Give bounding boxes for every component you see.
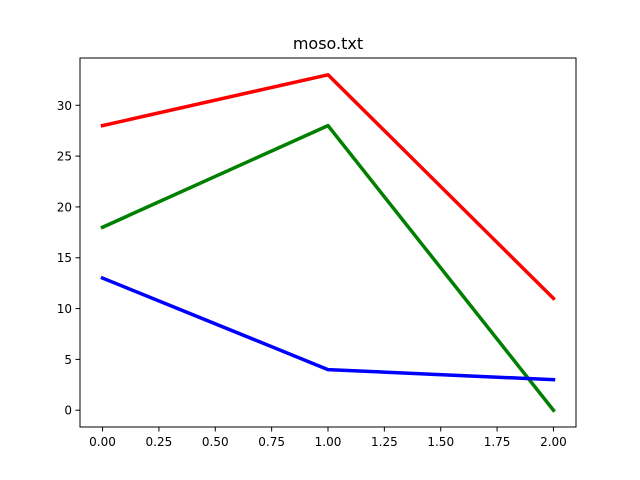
y-tick-label: 0 — [64, 404, 72, 418]
x-tick-label: 1.25 — [371, 435, 398, 449]
y-tick-label: 20 — [57, 200, 72, 214]
y-tick-label: 5 — [64, 353, 72, 367]
x-tick-label: 0.25 — [146, 435, 173, 449]
y-tick-label: 15 — [57, 251, 72, 265]
x-tick-label: 0.00 — [89, 435, 116, 449]
x-tick-label: 2.00 — [540, 435, 567, 449]
series-line-2 — [100, 123, 556, 413]
chart-title: moso.txt — [293, 34, 363, 53]
axes: 0.00 0.25 0.50 0.75 1.00 1.25 1.50 1.75 2.00 0 5 10… — [57, 57, 577, 449]
plot-area — [100, 73, 556, 413]
x-tick-label: 0.75 — [258, 435, 285, 449]
y-tick-label: 30 — [57, 99, 72, 113]
x-tick-label: 1.50 — [427, 435, 454, 449]
x-tick-label: 0.50 — [202, 435, 229, 449]
x-tick-label: 1.00 — [315, 435, 342, 449]
x-tick-label: 1.75 — [484, 435, 511, 449]
y-tick-label: 25 — [57, 150, 72, 164]
series-line-1 — [100, 73, 556, 301]
series-line-3 — [100, 275, 556, 382]
y-tick-label: 10 — [57, 302, 72, 316]
